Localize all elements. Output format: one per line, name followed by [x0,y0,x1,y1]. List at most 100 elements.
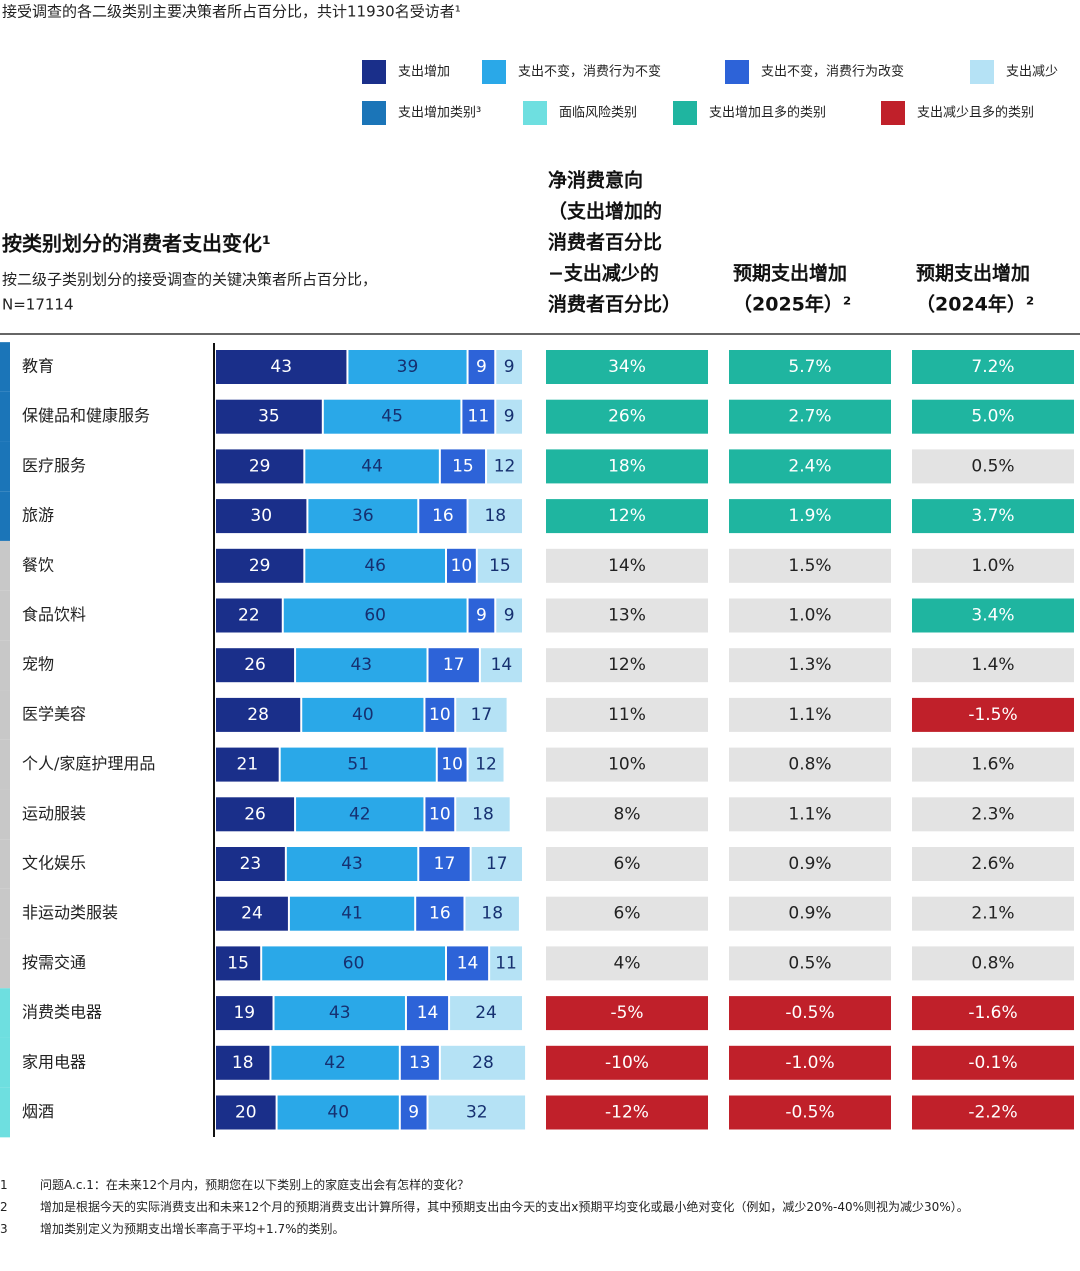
bar-value: 12 [475,755,497,775]
bar-value: 9 [504,357,515,377]
bar-value: 23 [240,854,262,874]
value-cell [546,1045,708,1080]
bar-segment [216,548,304,583]
bar-segment [456,697,507,732]
bar-value: 16 [432,506,454,526]
category-label: 旅游 [22,506,54,525]
bar-value: 46 [364,556,386,576]
value-cell [546,697,708,732]
cell-label: 0.8% [971,953,1014,973]
column-header: 预期支出增加 [733,262,847,285]
value-cell [912,1095,1074,1130]
bar-segment [400,1045,439,1080]
bar-segment [348,350,467,384]
bar-value: 42 [324,1053,346,1073]
group-strip [0,540,10,591]
cell-label: 0.8% [788,755,831,775]
column-header: （2024年）² [916,293,1034,316]
legend-swatch [523,101,547,125]
bar-segment [271,1045,399,1080]
footnote-text: 问题A.c.1：在未来12个月内，预期您在以下类别上的家庭支出会有怎样的变化？ [40,1178,470,1192]
bar-value: 9 [476,606,487,626]
bar-segment [440,449,486,484]
value-cell [729,350,891,384]
group-strip [0,739,10,790]
bar-value: 18 [484,506,506,526]
legend-swatch [482,60,506,84]
bar-value: 9 [504,407,515,427]
bar-segment [216,449,304,484]
value-cell [729,548,891,583]
bar-value: 9 [476,357,487,377]
bar-segment [274,996,405,1031]
value-cell [912,548,1074,583]
value-cell [729,697,891,732]
bar-value: 17 [434,854,456,874]
subtitle: N=17114 [2,296,74,314]
legend-label: 支出减少 [1006,65,1058,80]
bar-segment [216,499,307,534]
group-strip [0,342,10,392]
cell-label: 1.0% [971,556,1014,576]
bar-segment [216,946,261,981]
value-cell [729,946,891,981]
category-label: 消费类电器 [22,1003,102,1022]
bar-segment [425,697,455,732]
column-header: 预期支出增加 [916,262,1030,285]
group-strip [0,1037,10,1088]
cell-label: -10% [605,1053,649,1073]
value-cell [729,797,891,832]
legend-swatch [362,60,386,84]
cell-label: 5.0% [971,407,1014,427]
bar-segment [447,946,489,981]
bar-segment [216,747,279,782]
bar-value: 9 [408,1103,419,1123]
legend-swatch [673,101,697,125]
cell-label: -1.5% [968,705,1017,725]
bar-value: 40 [327,1103,349,1123]
bar-segment [280,747,436,782]
value-cell [546,996,708,1031]
value-cell [912,847,1074,881]
bar-segment [400,1095,427,1130]
bar-segment [296,648,427,683]
group-strip [0,640,10,691]
bar-segment [447,548,476,583]
bar-value: 17 [443,655,465,675]
bar-value: 26 [244,655,266,675]
bar-value: 14 [491,655,513,675]
chart-title: 接受调查的各二级类别主要决策者所占百分比，共计11930名受访者¹ [2,3,461,21]
bar-value: 51 [347,755,369,775]
cell-label: -12% [605,1103,649,1123]
category-label: 烟酒 [22,1102,54,1121]
bar-value: 43 [350,655,372,675]
cell-label: 7.2% [971,357,1014,377]
group-strip [0,1087,10,1138]
footnote-number: 3 [0,1222,8,1236]
bar-segment [487,449,522,484]
group-strip [0,839,10,889]
value-cell [912,896,1074,931]
bar-value: 15 [227,953,249,973]
legend-swatch [362,101,386,125]
bar-segment [289,896,415,931]
bar-segment [216,350,347,384]
bar-value: 45 [381,407,403,427]
cell-label: 1.0% [788,606,831,626]
footnote-number: 2 [0,1200,8,1214]
value-cell [729,499,891,534]
column-header: 净消费意向 [548,169,643,192]
cell-label: 8% [614,804,641,824]
bar-value: 44 [361,456,383,476]
cell-label: -5% [610,1003,643,1023]
bar-value: 11 [468,407,490,427]
column-header: （2025年）² [733,293,851,316]
bar-value: 28 [247,705,269,725]
bar-segment [308,499,418,534]
bar-segment [477,548,522,583]
value-cell [912,598,1074,633]
cell-label: 2.4% [788,456,831,476]
value-cell [912,648,1074,683]
bar-value: 10 [429,705,451,725]
value-cell [729,847,891,881]
